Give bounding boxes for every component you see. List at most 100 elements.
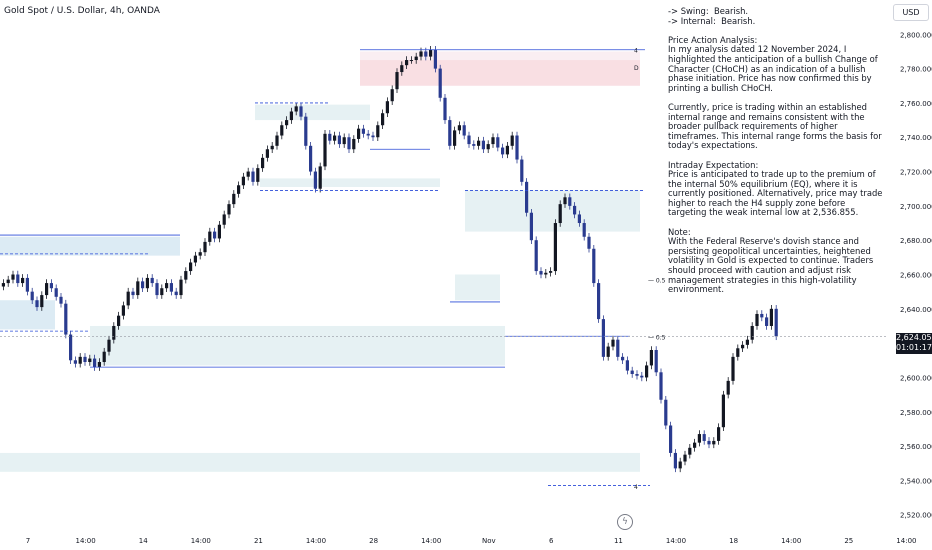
candle-body	[361, 128, 365, 134]
zone-layer	[0, 51, 640, 472]
y-tick-label: 2,580.000	[900, 409, 932, 417]
candle-body	[505, 145, 509, 155]
y-tick-label: 2,660.000	[900, 272, 932, 280]
candle-body	[30, 291, 34, 301]
candle-body	[73, 360, 77, 364]
x-tick-label: 25	[844, 537, 853, 545]
candle-body	[664, 399, 668, 426]
x-tick-label: 11	[614, 537, 623, 545]
candle-body	[323, 133, 327, 167]
candle-body	[285, 120, 289, 126]
candle-body	[601, 319, 605, 357]
y-tick-label: 2,740.000	[900, 134, 932, 142]
level-label-4: 4	[634, 484, 638, 491]
last-price-value: 2,624.050	[896, 333, 932, 342]
zone-2	[90, 325, 505, 366]
candle-body	[337, 135, 341, 145]
candle-body	[174, 291, 178, 296]
candle-body	[299, 106, 303, 117]
candle-body	[774, 308, 778, 337]
candle-body	[78, 356, 82, 364]
level-label-0: 4	[634, 48, 638, 55]
y-tick-label: 2,640.000	[900, 306, 932, 314]
candle-body	[606, 346, 610, 357]
candle-body	[649, 349, 653, 366]
candle-body	[227, 204, 231, 215]
candle-body	[357, 128, 361, 139]
candle-body	[366, 133, 370, 136]
candle-body	[501, 147, 505, 155]
candle-body	[582, 223, 586, 237]
candle-body	[688, 447, 692, 455]
candle-body	[155, 283, 159, 296]
last-price-label: 2,624.050 01:01:17	[896, 333, 932, 354]
currency-button[interactable]: USD	[893, 4, 929, 21]
candle-body	[587, 236, 591, 249]
candle-body	[712, 440, 716, 445]
candle-body	[467, 135, 471, 145]
x-tick-label: 14:00	[191, 537, 211, 545]
x-tick-label: 7	[26, 537, 30, 545]
candle-body	[93, 358, 97, 368]
candle-body	[333, 135, 337, 141]
candle-body	[371, 135, 375, 138]
lightning-icon[interactable]: ϟ	[617, 514, 633, 530]
candle-body	[654, 349, 658, 373]
candle-body	[6, 279, 10, 284]
candle-body	[83, 356, 87, 363]
candle-body	[49, 283, 53, 289]
candle-body	[45, 283, 49, 296]
candle-body	[294, 106, 298, 112]
analysis-text: -> Swing: Bearish. -> Internal: Bearish.…	[668, 6, 883, 295]
candle-body	[35, 300, 39, 308]
x-tick-label: 14:00	[76, 537, 96, 545]
x-tick-label: 18	[729, 537, 738, 545]
candle-body	[457, 125, 461, 131]
candle-body	[131, 291, 135, 296]
candle-body	[179, 279, 183, 296]
candle-body	[539, 271, 543, 275]
candle-body	[534, 240, 538, 272]
y-axis: 2,520.000 2,540.000 2,560.000 2,580.000 2,60…	[900, 31, 932, 519]
candle-body	[265, 149, 269, 158]
candle-body	[217, 224, 221, 239]
candle-body	[64, 303, 68, 335]
candles-layer	[1, 45, 778, 473]
candle-body	[726, 380, 730, 395]
x-axis: 7 14:00 14 14:00 21 14:00 28 14:00 Nov 6 11 14:00 18…	[26, 537, 917, 545]
candle-body	[40, 295, 44, 308]
y-tick-label: 2,520.000	[900, 512, 932, 520]
candle-body	[621, 356, 625, 361]
x-tick-label: 21	[254, 537, 263, 545]
candle-body	[241, 176, 245, 186]
candle-body	[472, 144, 476, 146]
candle-body	[611, 339, 615, 347]
candle-body	[390, 89, 394, 102]
candle-body	[69, 334, 73, 361]
candle-body	[453, 130, 457, 146]
candle-body	[702, 434, 706, 441]
candle-body	[405, 60, 409, 66]
candle-body	[280, 125, 284, 136]
x-tick-label: 6	[549, 537, 554, 545]
candle-body	[769, 308, 773, 326]
candle-body	[515, 135, 519, 160]
zone-0	[0, 236, 180, 256]
chart-title: Gold Spot / U.S. Dollar, 4h, OANDA	[4, 6, 160, 16]
candle-body	[97, 362, 101, 368]
candle-body	[385, 101, 389, 114]
candle-body	[673, 452, 677, 469]
candle-body	[424, 51, 428, 57]
zone-3	[255, 104, 370, 121]
candle-body	[717, 427, 721, 441]
candle-body	[160, 288, 164, 296]
candle-body	[645, 365, 649, 378]
candle-body	[102, 351, 106, 363]
zone-8	[360, 51, 640, 61]
candle-body	[145, 277, 149, 289]
candle-body	[520, 159, 524, 182]
candle-body	[549, 271, 553, 273]
candle-body	[669, 425, 673, 453]
candle-body	[261, 157, 265, 169]
y-tick-label: 2,600.000	[900, 374, 932, 382]
